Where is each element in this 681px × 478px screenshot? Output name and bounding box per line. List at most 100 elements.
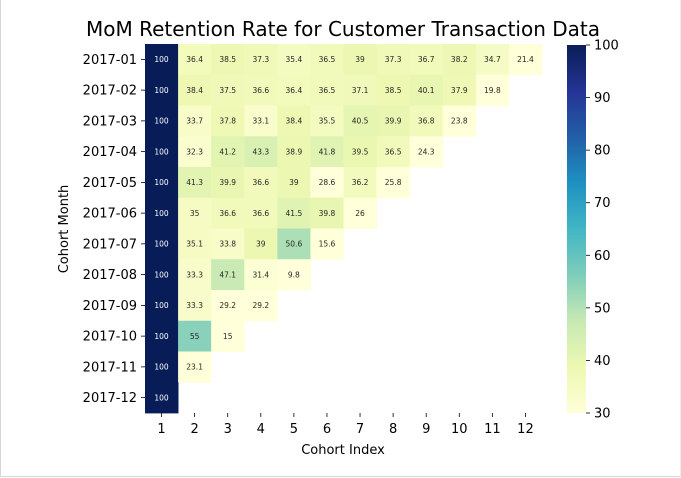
heatmap-cell — [145, 197, 179, 229]
heatmap-cell — [475, 74, 510, 106]
cell-value-label: 32.3 — [186, 147, 203, 156]
cell-value-label: 35.1 — [186, 240, 203, 249]
heatmap-cell — [277, 136, 311, 168]
cell-value-label: 40.1 — [418, 86, 435, 95]
heatmap-cell — [343, 105, 377, 137]
cell-value-label: 38.4 — [186, 86, 203, 95]
heatmap-cell — [211, 228, 245, 260]
cell-value-label: 37.5 — [219, 86, 236, 95]
colorbar-tick-label: 60 — [594, 249, 611, 264]
cell-value-label: 100 — [154, 86, 169, 95]
heatmap-cell — [244, 290, 278, 322]
colorbar-tick-label: 40 — [594, 354, 611, 369]
cell-value-label: 36.4 — [286, 86, 303, 95]
heatmap-cell — [277, 74, 311, 106]
cell-value-label: 55 — [190, 332, 200, 341]
y-tick-label: 2017-12 — [83, 391, 137, 406]
heatmap-cell — [310, 197, 344, 229]
heatmap-cell — [145, 320, 179, 352]
cell-value-label: 36.7 — [418, 55, 435, 64]
x-tick-label: 8 — [389, 422, 397, 437]
heatmap-cell — [145, 228, 179, 260]
cell-value-label: 38.5 — [219, 55, 236, 64]
heatmap-cell — [376, 105, 411, 137]
cell-value-label: 23.1 — [186, 363, 203, 372]
cell-value-label: 23.8 — [451, 117, 468, 126]
cell-value-label: 33.7 — [186, 117, 203, 126]
cell-value-label: 100 — [154, 363, 169, 372]
cell-value-label: 43.3 — [252, 147, 269, 156]
heatmap-cell — [409, 105, 444, 137]
cell-value-label: 41.5 — [286, 209, 303, 218]
heatmap-cell — [145, 44, 179, 76]
cell-value-label: 41.3 — [186, 178, 203, 187]
heatmap-cell — [310, 136, 344, 168]
cell-value-label: 100 — [154, 270, 169, 279]
x-tick-label: 6 — [323, 422, 331, 437]
cell-value-label: 38.5 — [385, 86, 402, 95]
cell-value-label: 100 — [154, 55, 169, 64]
heatmap-cells: 100 36.4 38.5 37.3 35.4 36.5 39 37.3 36.7 38.2 34.… — [145, 44, 543, 414]
colorbar — [567, 45, 586, 413]
cell-value-label: 39.9 — [219, 178, 236, 187]
heatmap-cell — [145, 259, 179, 291]
heatmap-cell — [178, 351, 212, 383]
heatmap-cell — [277, 44, 311, 76]
cell-value-label: 36.2 — [352, 178, 369, 187]
y-axis-label: Cohort Month — [57, 185, 72, 274]
heatmap-cell — [211, 290, 245, 322]
cell-value-label: 39.5 — [352, 147, 369, 156]
cell-value-label: 24.3 — [418, 147, 435, 156]
x-tick-label: 1 — [157, 422, 165, 437]
cell-value-label: 25.8 — [385, 178, 402, 187]
heatmap-cell — [343, 136, 377, 168]
cell-value-label: 37.9 — [451, 86, 468, 95]
heatmap-cell — [310, 105, 344, 137]
heatmap-cell — [145, 290, 179, 322]
heatmap-cell — [310, 167, 344, 199]
colorbar-tick-label: 70 — [594, 196, 611, 211]
heatmap-cell — [145, 167, 179, 199]
heatmap-cell — [145, 136, 179, 168]
cell-value-label: 39 — [355, 55, 365, 64]
heatmap-cell — [376, 44, 411, 76]
x-tick-label: 5 — [290, 422, 298, 437]
cell-value-label: 31.4 — [252, 270, 269, 279]
cell-value-label: 21.4 — [517, 55, 534, 64]
heatmap-cell — [343, 44, 377, 76]
cell-value-label: 38.9 — [286, 147, 303, 156]
heatmap-cell — [178, 44, 212, 76]
cell-value-label: 36.6 — [252, 209, 269, 218]
cell-value-label: 37.8 — [219, 117, 236, 126]
heatmap-cell — [211, 320, 245, 352]
heatmap-cell — [145, 351, 179, 383]
cell-value-label: 19.8 — [484, 86, 501, 95]
heatmap-cell — [178, 228, 212, 260]
heatmap-cell — [211, 44, 245, 76]
heatmap-cell — [508, 44, 543, 76]
heatmap-cell — [244, 259, 278, 291]
heatmap-cell — [310, 228, 344, 260]
heatmap-cell — [178, 105, 212, 137]
heatmap-cell — [277, 105, 311, 137]
x-tick-label: 2 — [190, 422, 198, 437]
cell-value-label: 36.4 — [186, 55, 203, 64]
colorbar-tick-label: 30 — [594, 407, 611, 422]
heatmap-cell — [343, 197, 377, 229]
cell-value-label: 38.2 — [451, 55, 468, 64]
heatmap-cell — [442, 44, 477, 76]
y-tick-label: 2017-04 — [83, 145, 137, 160]
x-tick-label: 12 — [517, 422, 534, 437]
cell-value-label: 100 — [154, 240, 169, 249]
x-tick-label: 9 — [422, 422, 430, 437]
cell-value-label: 39 — [289, 178, 299, 187]
heatmap-cell — [409, 44, 444, 76]
heatmap-cell — [244, 136, 278, 168]
heatmap-cell — [178, 136, 212, 168]
chart-title: MoM Retention Rate for Customer Transact… — [86, 17, 600, 41]
y-tick-label: 2017-03 — [83, 114, 137, 129]
cell-value-label: 100 — [154, 117, 169, 126]
y-tick-label: 2017-05 — [83, 176, 137, 191]
cell-value-label: 37.3 — [252, 55, 269, 64]
cell-value-label: 100 — [154, 332, 169, 341]
